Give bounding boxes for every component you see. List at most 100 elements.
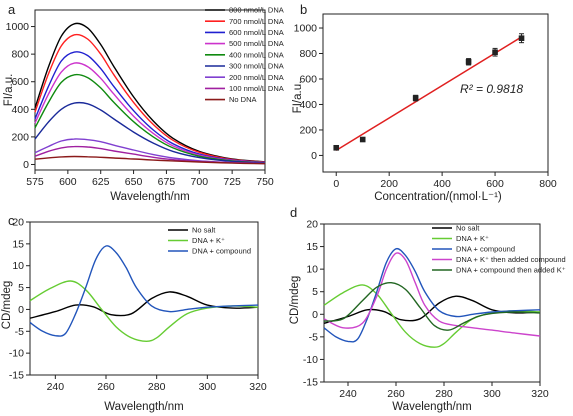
y-tick-label: 5: [312, 286, 318, 298]
panel-a-xlabel: Wavelength/nm: [110, 191, 189, 203]
panel-a-plot: 575 600 625 650 675 700 725 750 0 200 400 600 800 100…: [6, 6, 284, 188]
data-point: [333, 144, 340, 151]
x-tick-label: 200: [380, 178, 398, 190]
y-tick-label: 600: [299, 73, 317, 85]
x-tick-label: 280: [435, 388, 453, 400]
panel-d: d 240 260 280 300 320 -15 -10 -5 0 5 10 15 20 No salt…: [289, 205, 566, 413]
y-tick-label: 200: [299, 124, 317, 136]
series-line: [34, 33, 266, 163]
panel-c: c 240 260 280 300 320 -15 -10 -5 0 5 10 15 20 No salt…: [1, 213, 267, 413]
legend-entry: 800 nmol/L DNA: [229, 6, 284, 15]
panel-c-xlabel: Wavelength/nm: [104, 401, 183, 413]
y-tick-label: 20: [306, 219, 318, 231]
panel-d-axes-frame: [323, 223, 541, 383]
x-tick-label: 725: [223, 176, 241, 188]
panel-b-letter: b: [300, 2, 307, 17]
legend-entry: No salt: [456, 224, 480, 233]
legend-entry: 700 nmol/L DNA: [229, 17, 284, 26]
x-tick-label: 320: [531, 388, 549, 400]
x-tick-label: 600: [486, 178, 504, 190]
legend-entry: 500 nmol/L DNA: [229, 39, 284, 48]
y-tick-label: 800: [11, 49, 29, 61]
y-tick-label: 200: [11, 131, 29, 143]
fit-line: [335, 36, 522, 151]
y-tick-label: -15: [303, 377, 318, 389]
series-line: [323, 281, 541, 331]
y-tick-label: 800: [299, 48, 317, 60]
legend-entry: 200 nmol/L DNA: [229, 73, 284, 82]
data-point: [492, 49, 498, 56]
y-tick-label: 15: [12, 238, 24, 250]
y-tick-label: -5: [309, 331, 318, 343]
y-tick-label: 400: [11, 104, 29, 116]
panel-b-xlabel: Concentration/(nmol·L⁻¹): [374, 191, 502, 203]
x-tick-label: 280: [148, 381, 166, 393]
series-line: [323, 295, 541, 324]
legend-entry: DNA + compound then added K⁺: [456, 266, 566, 275]
x-tick-label: 400: [433, 178, 451, 190]
panel-b-ylabel: FI/a.u.: [292, 81, 304, 114]
data-point: [465, 58, 472, 65]
series-line: [34, 155, 266, 165]
y-tick-label: 10: [306, 264, 318, 276]
x-tick-label: 750: [256, 176, 274, 188]
panel-d-letter: d: [290, 205, 297, 220]
panel-a: a 575 600 625 650 675 700 725 750 0 200 400 600 800 1…: [3, 2, 284, 203]
legend-entry: No salt: [192, 226, 216, 235]
series-line: [34, 101, 266, 164]
panel-b: b 0 200 400 600 800 0 200 400 600 800 1000 Concent…: [292, 2, 557, 203]
y-tick-label: 20: [12, 217, 24, 229]
series-line: [34, 138, 266, 165]
x-tick-label: 260: [97, 381, 115, 393]
legend-entry: DNA + compound: [456, 245, 515, 254]
series-line: [34, 73, 266, 164]
panel-b-r2-annotation: R² = 0.9818: [460, 82, 523, 96]
x-tick-label: 300: [483, 388, 501, 400]
x-tick-label: 700: [191, 176, 209, 188]
x-tick-label: 0: [333, 178, 339, 190]
panel-a-ylabel: FI/a.u.: [3, 74, 15, 107]
y-tick-label: 0: [311, 150, 317, 162]
series-line: [29, 245, 259, 337]
data-point: [412, 95, 419, 101]
panel-b-plot: 0 200 400 600 800 0 200 400 600 800 1000: [294, 13, 557, 190]
panel-a-legend: 800 nmol/L DNA 700 nmol/L DNA 600 nmol/L D…: [205, 6, 284, 104]
legend-entry: 100 nmol/L DNA: [229, 84, 284, 93]
legend-entry: 300 nmol/L DNA: [229, 62, 284, 71]
y-tick-label: -10: [9, 348, 24, 360]
panel-c-letter: c: [8, 213, 15, 228]
x-tick-label: 650: [125, 176, 143, 188]
series-line: [29, 280, 259, 343]
x-tick-label: 300: [199, 381, 217, 393]
panel-d-ylabel: CD/mdeg: [289, 276, 301, 325]
y-tick-label: 0: [18, 304, 24, 316]
legend-entry: DNA + compound: [192, 247, 251, 256]
y-tick-label: 10: [12, 260, 24, 272]
y-tick-label: 1000: [294, 23, 318, 35]
legend-entry: DNA + K⁺ then added compound: [456, 255, 566, 264]
x-tick-label: 240: [339, 388, 357, 400]
panel-c-ylabel: CD/mdeg: [1, 281, 13, 330]
legend-entry: DNA + K⁺: [192, 236, 225, 245]
y-tick-label: -5: [15, 326, 24, 338]
x-tick-label: 260: [387, 388, 405, 400]
panel-a-axes-frame: [34, 9, 266, 171]
series-line: [323, 247, 541, 343]
panel-d-xlabel: Wavelength/nm: [392, 401, 471, 413]
y-tick-label: 0: [23, 159, 29, 171]
y-tick-label: 5: [18, 282, 24, 294]
x-tick-label: 575: [26, 176, 44, 188]
y-tick-label: 15: [306, 241, 318, 253]
series-line: [29, 291, 259, 319]
x-tick-label: 600: [59, 176, 77, 188]
series-line: [323, 252, 541, 337]
x-tick-label: 240: [47, 381, 65, 393]
legend-entry: 400 nmol/L DNA: [229, 50, 284, 59]
y-tick-label: 600: [11, 76, 29, 88]
legend-entry: 600 nmol/L DNA: [229, 28, 284, 37]
